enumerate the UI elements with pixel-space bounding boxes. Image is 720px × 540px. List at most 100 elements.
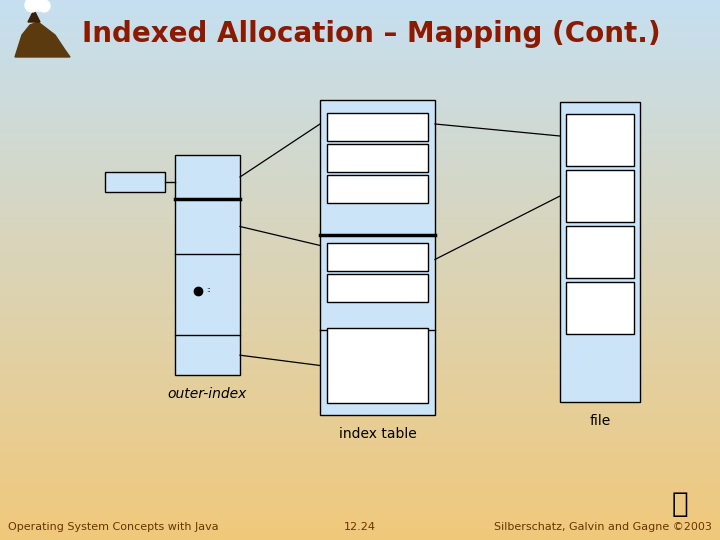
Circle shape <box>38 0 50 12</box>
Bar <box>0 446 720 448</box>
Bar <box>0 307 720 309</box>
Bar <box>0 118 720 120</box>
Bar <box>0 485 720 488</box>
Bar <box>0 503 720 506</box>
Bar <box>0 113 720 115</box>
Bar <box>0 383 720 385</box>
Bar <box>0 255 720 258</box>
Bar <box>0 68 720 70</box>
Bar <box>0 93 720 96</box>
Bar <box>0 168 720 171</box>
Bar <box>0 244 720 247</box>
Bar <box>0 190 720 193</box>
Bar <box>0 14 720 16</box>
Bar <box>0 33 720 36</box>
Bar <box>0 431 720 434</box>
Bar <box>0 147 720 150</box>
Bar <box>327 244 428 272</box>
Bar <box>0 384 720 387</box>
Text: ::: :: <box>206 287 211 293</box>
Bar <box>0 53 720 56</box>
Bar <box>0 356 720 358</box>
Bar <box>327 175 428 203</box>
Bar <box>0 496 720 498</box>
Bar <box>0 438 720 441</box>
Text: 12.24: 12.24 <box>344 522 376 532</box>
Bar <box>0 167 720 169</box>
Bar <box>0 282 720 285</box>
Bar <box>0 421 720 423</box>
Bar <box>0 188 720 191</box>
Bar <box>0 215 720 218</box>
Bar <box>0 300 720 302</box>
Bar <box>0 124 720 126</box>
Bar <box>0 6 720 9</box>
Bar <box>0 532 720 535</box>
Bar <box>0 333 720 335</box>
Text: outer-index: outer-index <box>168 387 247 401</box>
Bar <box>0 318 720 320</box>
Bar <box>0 111 720 113</box>
Bar <box>0 206 720 209</box>
Bar <box>0 185 720 187</box>
Bar <box>0 347 720 349</box>
Bar <box>0 325 720 328</box>
Bar <box>0 390 720 393</box>
Bar <box>0 73 720 76</box>
Bar <box>0 280 720 282</box>
Bar <box>0 269 720 272</box>
Bar <box>0 522 720 524</box>
Bar <box>0 82 720 85</box>
Bar <box>0 276 720 279</box>
Bar <box>0 183 720 185</box>
Bar <box>0 388 720 390</box>
Bar <box>0 208 720 211</box>
Bar <box>0 302 720 304</box>
Bar <box>0 172 720 174</box>
Bar <box>0 57 720 59</box>
Bar <box>0 131 720 133</box>
Bar <box>0 482 720 484</box>
Bar <box>0 264 720 266</box>
Bar <box>0 523 720 525</box>
Bar <box>0 181 720 184</box>
Bar <box>0 63 720 65</box>
Bar <box>0 214 720 216</box>
Bar <box>0 471 720 474</box>
Bar <box>0 36 720 38</box>
Bar <box>0 345 720 347</box>
Bar <box>0 26 720 29</box>
Bar <box>0 457 720 459</box>
Bar <box>0 320 720 322</box>
Text: Operating System Concepts with Java: Operating System Concepts with Java <box>8 522 219 532</box>
Bar <box>0 367 720 369</box>
Bar <box>0 151 720 153</box>
Bar <box>566 114 634 166</box>
Bar <box>0 410 720 412</box>
Bar <box>0 435 720 437</box>
Bar <box>0 377 720 380</box>
Bar <box>0 279 720 281</box>
Bar <box>0 249 720 252</box>
Text: index table: index table <box>338 427 416 441</box>
Bar <box>0 311 720 313</box>
Bar <box>0 512 720 515</box>
Bar <box>0 415 720 417</box>
Bar <box>0 107 720 110</box>
Bar <box>0 87 720 90</box>
Bar <box>0 187 720 189</box>
Bar <box>0 48 720 50</box>
Bar <box>0 442 720 444</box>
Bar <box>0 98 720 101</box>
Bar <box>0 293 720 295</box>
Bar <box>0 487 720 490</box>
Bar <box>327 274 428 302</box>
Bar <box>0 403 720 405</box>
Bar <box>0 399 720 401</box>
Bar <box>0 408 720 410</box>
Bar <box>0 406 720 409</box>
Bar <box>0 228 720 231</box>
Bar <box>0 430 720 432</box>
Bar <box>0 426 720 428</box>
Bar <box>0 489 720 491</box>
